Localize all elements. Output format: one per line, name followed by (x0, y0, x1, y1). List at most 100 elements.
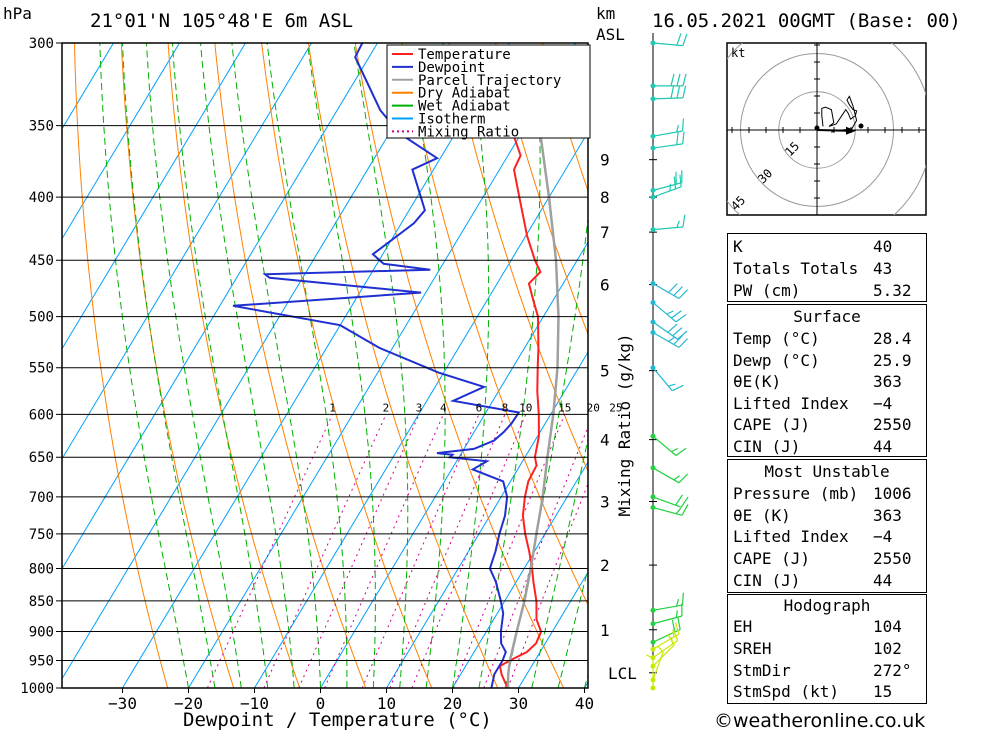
wind-barb-shaft (652, 97, 684, 100)
x-tick-label: 20 (443, 694, 462, 713)
x-tick-label: 0 (316, 694, 326, 713)
wind-barb-station (650, 685, 656, 691)
index-value: 5.32 (873, 281, 912, 300)
hodograph-row: EH 104 (728, 616, 926, 638)
isotherm-line (452, 461, 588, 688)
mixing-ratio-line (483, 425, 588, 688)
wind-barb-shaft (652, 226, 683, 231)
credit-link[interactable]: ©weatheronline.co.uk (714, 710, 926, 732)
isotherm-line (62, 43, 114, 130)
wind-barb-shaft (652, 639, 678, 659)
mixing-ratio-line (507, 482, 588, 688)
wind-barb-flag (675, 610, 678, 618)
pressure-tick-label: 450 (29, 253, 54, 269)
dry-adiabat-line (120, 43, 235, 688)
index-value: −4 (873, 394, 893, 413)
mixing-ratio-label: 20 (587, 401, 600, 414)
wet-adiabat-line (231, 43, 321, 688)
hodograph-trace (821, 95, 858, 133)
wind-barb-flag (668, 383, 676, 387)
isotherm-line (62, 43, 246, 350)
index-value: 43 (873, 259, 893, 278)
legend-label: Wet Adiabat (418, 99, 511, 115)
wind-barb-shaft (652, 651, 664, 681)
mixing-ratio-axis-title: Mixing Ratio (g/kg) (615, 333, 634, 516)
index-key: Pressure (mb) (733, 484, 859, 503)
index-value: 363 (873, 506, 902, 525)
index-key: CAPE (J) (733, 415, 811, 434)
wind-barb-flag (676, 124, 680, 133)
wind-barb-flag (671, 447, 679, 453)
wind-barb-flag (676, 33, 682, 46)
most-unstable-title: Most Unstable (764, 462, 890, 481)
wind-barb-shaft (652, 143, 683, 149)
storm-motion-arrowhead (845, 126, 856, 135)
wind-barb-flag (673, 475, 681, 481)
isotherm-line (122, 43, 510, 688)
height-tick-label: LCL (608, 664, 637, 683)
index-key: EH (733, 617, 753, 636)
wind-barb-shaft (652, 633, 680, 650)
pressure-tick-label: 300 (29, 36, 54, 52)
wind-barb-flag (682, 73, 687, 87)
wet-adiabat-line (266, 43, 348, 688)
wind-barb-flag (675, 314, 687, 323)
isotherm-line (518, 571, 588, 688)
wind-barb-station (650, 465, 656, 471)
mixing-ratio-label: 10 (519, 401, 532, 414)
wind-barb-flag (678, 289, 689, 299)
isotherm-line (62, 43, 180, 240)
wind-barb-station (650, 145, 656, 151)
surface-row: Temp (°C) 28.4 (728, 328, 926, 350)
index-key: CIN (J) (733, 437, 801, 456)
index-key: CIN (J) (733, 571, 801, 590)
indices-most-unstable-box: Most Unstable Pressure (mb) 1006 θE (K) 36… (727, 459, 927, 593)
most-unstable-row: Pressure (mb) 1006 (728, 483, 926, 505)
wet-adiabat-line (99, 43, 189, 688)
isotherm-line (62, 43, 444, 680)
surface-row: CIN (J) 44 (728, 436, 926, 458)
index-key: θE(K) (733, 372, 782, 391)
height-tick-label: 6 (600, 276, 610, 295)
surface-row: Dewp (°C) 25.9 (728, 350, 926, 372)
dry-adiabat-line (448, 43, 588, 473)
wind-barb-flag (669, 183, 672, 192)
height-tick-label: 3 (600, 492, 610, 511)
wind-barb-station (650, 227, 656, 233)
wind-barb-shaft (652, 182, 683, 191)
pressure-tick-label: 900 (29, 625, 54, 641)
wind-barb-station (650, 646, 656, 652)
wind-barb-shaft (652, 644, 675, 667)
height-tick-label: 2 (600, 556, 610, 575)
wind-barb-flag (675, 622, 680, 635)
dry-adiabat-line (167, 43, 301, 688)
most-unstable-row: CIN (J) 44 (728, 570, 926, 592)
hodograph-title: Hodograph (783, 596, 871, 615)
isotherm-line (320, 241, 588, 688)
index-value: 40 (873, 237, 893, 256)
dry-adiabat-line (955, 25, 1000, 688)
wind-barb-station (650, 83, 656, 89)
wind-barb-shaft (652, 435, 677, 456)
dry-adiabat-line (495, 43, 588, 336)
hodograph-surface-point (814, 125, 820, 131)
pressure-unit-label: hPa (3, 4, 32, 23)
wind-barb-flag (657, 646, 664, 653)
isotherm-line (254, 131, 588, 688)
wind-barb-flag (671, 619, 676, 633)
wind-barb-shaft (652, 604, 683, 611)
pressure-tick-label: 850 (29, 594, 54, 610)
pressure-tick-label: 350 (29, 119, 54, 135)
dry-adiabat-line (73, 43, 169, 688)
pressure-tick-label: 750 (29, 527, 54, 543)
wind-barb-flag (677, 330, 688, 340)
index-key: K (733, 237, 743, 256)
most-unstable-row: CAPE (J) 2550 (728, 548, 926, 570)
location-label: 21°01'N 105°48'E 6m ASL (90, 10, 353, 32)
mixing-ratio-line (389, 414, 506, 688)
indices-hodograph-box: Hodograph EH 104 SREH 102 StmDir 272° StmSp… (727, 594, 927, 704)
wet-adiabat-line (306, 43, 376, 688)
index-value: −4 (873, 527, 893, 546)
